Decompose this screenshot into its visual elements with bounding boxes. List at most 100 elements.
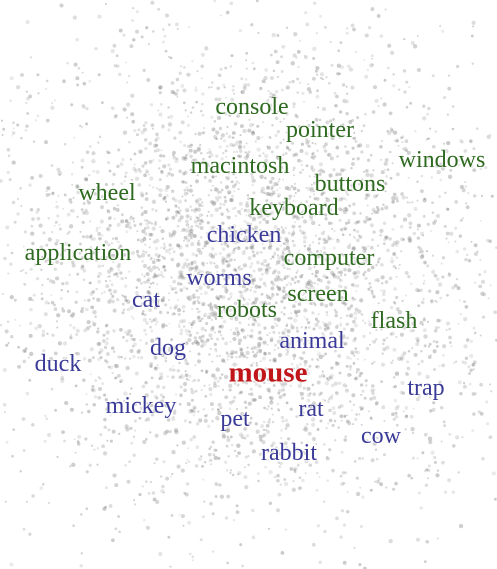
background-point	[372, 85, 378, 90]
background-point	[299, 170, 303, 175]
background-point	[276, 183, 279, 186]
background-point	[380, 328, 383, 331]
background-point	[311, 272, 314, 276]
background-point	[258, 434, 263, 439]
background-point	[156, 283, 159, 286]
background-point	[243, 289, 247, 293]
background-point	[401, 195, 406, 200]
background-point	[308, 90, 313, 94]
background-point	[427, 137, 431, 140]
background-point	[365, 256, 369, 261]
background-point	[6, 320, 10, 323]
background-point	[343, 227, 347, 231]
background-point	[331, 237, 334, 241]
background-point	[448, 335, 452, 340]
background-point	[286, 437, 291, 441]
background-point	[288, 298, 292, 301]
background-point	[292, 259, 295, 262]
background-point	[482, 292, 487, 297]
background-point	[219, 202, 223, 206]
background-point	[112, 261, 115, 264]
background-point	[259, 360, 262, 363]
background-point	[124, 424, 129, 429]
background-point	[61, 430, 65, 434]
background-point	[168, 322, 171, 325]
background-point	[185, 214, 190, 219]
background-point	[80, 306, 85, 311]
background-point	[208, 155, 212, 159]
background-point	[461, 360, 465, 364]
background-point	[141, 164, 145, 168]
background-point	[177, 244, 181, 248]
background-point	[245, 246, 249, 250]
background-point	[267, 378, 269, 381]
background-point	[361, 406, 365, 409]
background-point	[217, 296, 220, 299]
background-point	[184, 199, 187, 202]
background-point	[171, 247, 174, 250]
background-point	[304, 296, 307, 299]
background-point	[54, 241, 59, 246]
background-point	[380, 97, 382, 100]
background-point	[216, 115, 222, 120]
background-point	[256, 231, 260, 235]
background-point	[392, 84, 396, 88]
background-point	[133, 152, 137, 156]
background-point	[240, 314, 243, 317]
background-point	[162, 265, 166, 269]
background-point	[295, 326, 299, 330]
background-point	[202, 131, 205, 135]
background-point	[173, 306, 177, 310]
background-point	[172, 279, 177, 284]
background-point	[97, 376, 101, 379]
background-point	[162, 245, 167, 249]
background-point	[238, 29, 242, 33]
background-point	[183, 276, 187, 280]
background-point	[210, 373, 215, 378]
background-point	[9, 76, 14, 81]
background-point	[355, 290, 358, 293]
background-point	[69, 323, 72, 327]
background-point	[155, 238, 160, 243]
background-point	[328, 398, 330, 401]
background-point	[350, 327, 355, 333]
background-point	[284, 151, 288, 155]
background-point	[120, 355, 122, 358]
background-point	[108, 275, 111, 278]
background-point	[251, 350, 255, 354]
background-point	[233, 190, 236, 193]
background-point	[338, 335, 343, 340]
background-point	[225, 233, 228, 237]
background-point	[305, 164, 309, 168]
background-point	[269, 53, 273, 57]
background-point	[215, 175, 218, 178]
background-point	[127, 329, 132, 334]
background-point	[347, 263, 351, 267]
background-point	[174, 198, 178, 203]
background-point	[368, 217, 371, 221]
background-point	[198, 285, 203, 290]
background-point	[288, 249, 291, 253]
background-point	[292, 102, 296, 106]
background-point	[287, 137, 291, 142]
background-point	[321, 106, 327, 112]
background-point	[227, 215, 231, 220]
background-point	[284, 185, 289, 191]
background-point	[83, 299, 86, 302]
background-point	[325, 313, 329, 317]
background-point	[283, 392, 286, 396]
background-point	[416, 199, 419, 202]
background-point	[295, 366, 300, 370]
background-point	[288, 316, 292, 321]
background-point	[316, 380, 321, 385]
background-point	[262, 301, 266, 305]
background-point	[305, 282, 309, 287]
background-point	[82, 356, 87, 361]
background-point	[220, 358, 226, 363]
background-point	[275, 145, 280, 149]
background-point	[240, 328, 244, 332]
background-point	[191, 60, 194, 63]
background-point	[406, 201, 409, 204]
background-point	[421, 253, 425, 257]
background-point	[36, 216, 41, 221]
